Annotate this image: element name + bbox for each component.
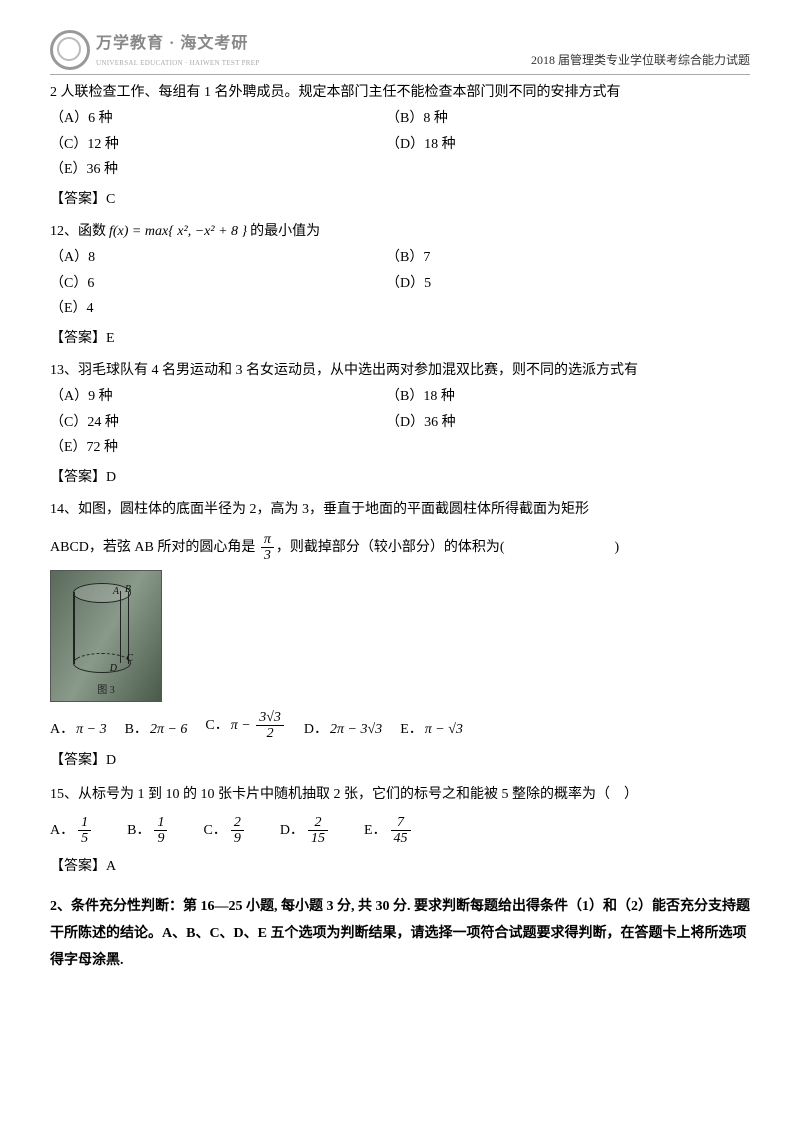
q11-opt-c: （C）12 种 xyxy=(50,133,386,157)
q15-c-num: 2 xyxy=(231,815,244,831)
q12-opt-a: （A）8 xyxy=(50,246,386,270)
q11-opt-e: （E）36 种 xyxy=(50,158,750,182)
q14-options: A．π − 3 B．2π − 6 C．π − 3√32 D．2π − 3√3 E… xyxy=(50,710,750,742)
q15-b-num: 1 xyxy=(154,815,167,831)
logo-ring-icon xyxy=(50,30,90,70)
q13-answer: 【答案】D xyxy=(50,466,750,490)
q15-opt-c: C．29 xyxy=(203,815,245,847)
q12-opt-d: （D）5 xyxy=(386,272,722,296)
q12-opt-e: （E）4 xyxy=(50,297,750,321)
q13-options: （A）9 种 （B）18 种 （C）24 种 （D）36 种 （E）72 种 xyxy=(50,385,750,462)
q15-options: A．15 B．19 C．29 D．215 E．745 xyxy=(50,815,750,847)
q14-line2c: ) xyxy=(615,540,620,555)
q13-stem: 13、羽毛球队有 4 名男运动和 3 名女运动员，从中选出两对参加混双比赛，则不… xyxy=(50,359,750,383)
q14-line2b: ，则截掉部分（较小部分）的体积为( xyxy=(276,540,505,555)
q14-line2a: ABCD，若弦 AB 所对的圆心角是 xyxy=(50,540,259,555)
q11-opt-b: （B）8 种 xyxy=(386,107,722,131)
q15-opt-e: E．745 xyxy=(364,815,413,847)
logo-sub-text: UNIVERSAL EDUCATION · HAIWEN TEST PREP xyxy=(96,58,260,70)
q14-angle-den: 3 xyxy=(261,548,274,563)
q12-suffix: 的最小值为 xyxy=(250,224,320,239)
q12-answer: 【答案】E xyxy=(50,327,750,351)
logo: 万学教育 · 海文考研 UNIVERSAL EDUCATION · HAIWEN… xyxy=(50,30,260,70)
q13-opt-d: （D）36 种 xyxy=(386,411,722,435)
q14-angle-num: π xyxy=(261,532,274,548)
q12-opt-b: （B）7 xyxy=(386,246,722,270)
q14-label-b: B xyxy=(125,581,131,598)
q15-opt-a: A．15 xyxy=(50,815,93,847)
q15-e-den: 45 xyxy=(391,831,411,846)
section2-header: 2、条件充分性判断：第 16—25 小题, 每小题 3 分, 共 30 分. 要… xyxy=(50,894,750,974)
q12-prefix: 12、函数 xyxy=(50,224,106,239)
q14-opt-b: B．2π − 6 xyxy=(125,718,188,742)
q14-angle-frac: π3 xyxy=(261,532,274,564)
cylinder-shape-icon: B A C D xyxy=(73,583,129,673)
q15-d-den: 15 xyxy=(308,831,328,846)
q14-stem: 14、如图，圆柱体的底面半径为 2，高为 3，垂直于地面的平面截圆柱体所得截面为… xyxy=(50,498,750,522)
q15-a-num: 1 xyxy=(78,815,91,831)
q15-c-den: 9 xyxy=(231,831,244,846)
q14-c-num: 3√3 xyxy=(256,710,284,726)
q12-formula: f(x) = max{ x², −x² + 8 } xyxy=(106,222,250,241)
q15-b-den: 9 xyxy=(154,831,167,846)
q12-options: （A）8 （B）7 （C）6 （D）5 （E）4 xyxy=(50,246,750,323)
q14-opt-c: C．π − 3√32 xyxy=(205,710,286,742)
q14-line2: ABCD，若弦 AB 所对的圆心角是 π3，则截掉部分（较小部分）的体积为() xyxy=(50,532,750,564)
q15-answer: 【答案】A xyxy=(50,855,750,879)
page-header: 万学教育 · 海文考研 UNIVERSAL EDUCATION · HAIWEN… xyxy=(50,30,750,75)
q15-opt-b: B．19 xyxy=(127,815,169,847)
q14-label-d: D xyxy=(110,660,117,677)
q11-stem: 2 人联检查工作、每组有 1 名外聘成员。规定本部门主任不能检查本部门则不同的安… xyxy=(50,81,750,105)
q13-opt-a: （A）9 种 xyxy=(50,385,386,409)
q14-c-den: 2 xyxy=(256,726,284,741)
exam-title: 2018 届管理类专业学位联考综合能力试题 xyxy=(260,50,750,70)
q14-opt-a: A．π − 3 xyxy=(50,718,107,742)
q12-stem: 12、函数f(x) = max{ x², −x² + 8 }的最小值为 xyxy=(50,220,750,244)
q14-fig-caption: 图 3 xyxy=(51,682,161,699)
q15-a-den: 5 xyxy=(78,831,91,846)
q11-answer: 【答案】C xyxy=(50,188,750,212)
q12-opt-c: （C）6 xyxy=(50,272,386,296)
q15-opt-d: D．215 xyxy=(280,815,330,847)
q11-opt-d: （D）18 种 xyxy=(386,133,722,157)
q14-label-a: A xyxy=(113,583,119,600)
q14-answer: 【答案】D xyxy=(50,749,750,773)
q11-options: （A）6 种 （B）8 种 （C）12 种 （D）18 种 （E）36 种 xyxy=(50,107,750,184)
q14-figure: B A C D 图 3 xyxy=(50,570,162,702)
q15-e-num: 7 xyxy=(391,815,411,831)
q13-opt-e: （E）72 种 xyxy=(50,436,750,460)
q14-opt-d: D．2π − 3√3 xyxy=(304,718,382,742)
q14-label-c: C xyxy=(126,650,133,667)
q13-opt-b: （B）18 种 xyxy=(386,385,722,409)
q14-opt-e: E．π − √3 xyxy=(400,718,463,742)
q15-d-num: 2 xyxy=(308,815,328,831)
q13-opt-c: （C）24 种 xyxy=(50,411,386,435)
logo-main-text: 万学教育 · 海文考研 xyxy=(96,30,260,57)
q15-stem: 15、从标号为 1 到 10 的 10 张卡片中随机抽取 2 张，它们的标号之和… xyxy=(50,783,750,807)
q11-opt-a: （A）6 种 xyxy=(50,107,386,131)
